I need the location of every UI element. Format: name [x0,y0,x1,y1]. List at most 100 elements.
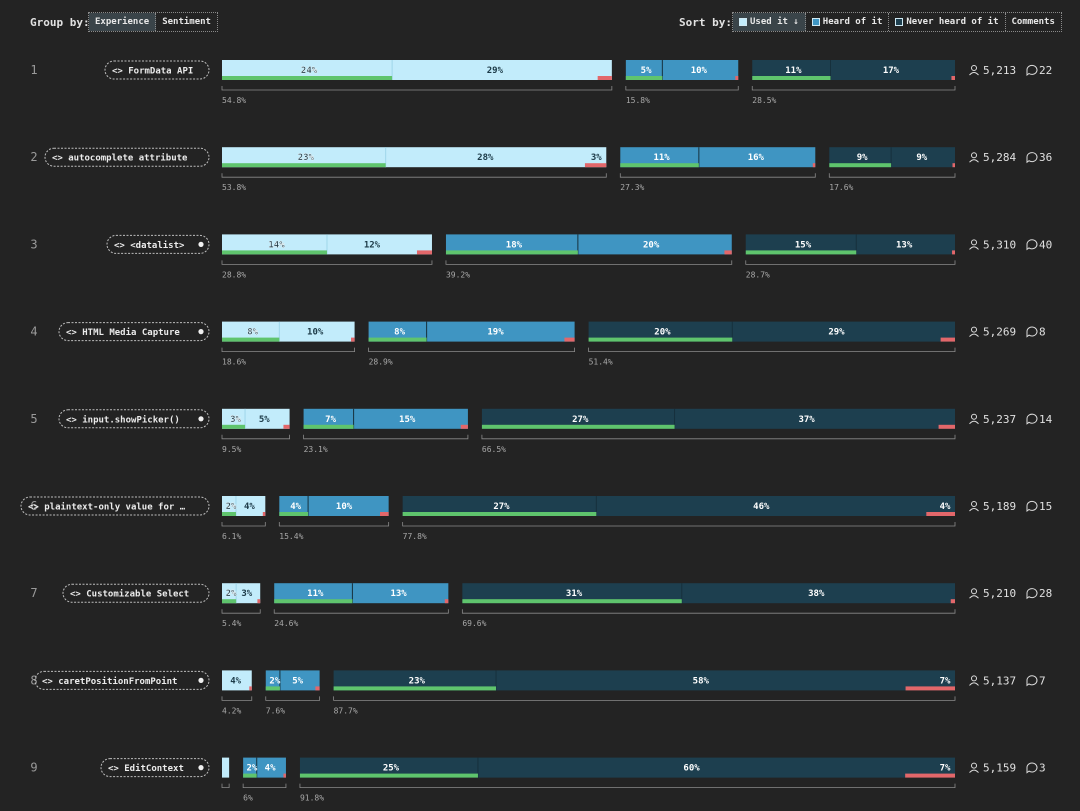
sort-comments-button[interactable]: Comments [1011,17,1055,27]
bar-segment [462,583,955,604]
bar-segment [265,670,320,691]
user-count: 5,310 [983,238,1016,251]
bar-segment [222,147,607,168]
group-bracket [625,86,739,91]
group-total: 77.8% [403,532,427,541]
group-total: 27.3% [620,183,644,192]
positive-percent: 2% [247,764,258,774]
positive-percent: 18% [506,240,523,250]
user-icon [971,413,977,420]
row-rank: 4 [30,325,37,339]
group-bracket [221,86,613,91]
neutral-percent: 4% [244,502,255,512]
group-sentiment-button[interactable]: Sentiment [162,17,211,27]
feature-pill[interactable] [62,583,210,603]
feature-pill[interactable] [20,496,210,516]
bar-segment [279,496,389,516]
negative-bar [938,424,955,429]
negative-bar [262,512,266,516]
feature-pill[interactable] [58,409,210,429]
positive-bar [445,250,578,255]
group-bracket [299,783,956,788]
user-icon-body [969,72,979,76]
user-icon-body [969,595,979,599]
positive-percent: 27% [493,502,510,512]
feature-pill[interactable] [104,60,210,80]
bar-segment [222,408,290,429]
user-icon-body [969,682,979,686]
user-icon-body [969,508,979,512]
row-rank: 5 [30,412,37,426]
group-bracket [751,86,956,91]
positive-percent: 2% [269,676,280,686]
feature-name: <> <datalist> [114,240,185,251]
user-count: 5,210 [983,587,1016,600]
user-icon-body [969,159,979,163]
positive-bar [299,773,478,778]
sort-heard-button[interactable]: Heard of it [806,13,890,31]
neutral-percent: 4% [265,764,276,774]
row-rank: 9 [30,761,37,775]
neutral-percent: 37% [798,415,815,425]
feature-pill[interactable] [100,758,210,778]
group-bracket [221,522,266,527]
feature-name: <> autocomplete attribute [52,153,188,164]
positive-bar [625,76,663,80]
positive-bar [368,337,427,342]
bar-segment [625,60,739,80]
feature-pill[interactable] [34,670,210,690]
positive-bar [265,686,280,691]
group-total: 54.8% [222,96,246,105]
row-rank: 1 [30,63,37,77]
positive-bar [222,512,236,516]
positive-percent: 5% [641,66,652,76]
bar-segment [752,60,955,80]
negative-bar [812,163,816,168]
positive-bar [222,76,393,80]
group-bracket [221,173,607,178]
status-dot-icon [198,241,204,247]
bar-segment [222,321,355,342]
positive-percent: 8% [247,328,258,338]
neutral-percent: 60% [683,764,700,774]
negative-percent: 7% [940,764,951,774]
negative-bar [283,773,286,778]
feature-name: <> plaintext-only value for … [28,502,186,513]
neutral-percent: 19% [487,328,504,338]
bar-segment [222,670,252,691]
feature-pill[interactable] [106,234,210,254]
group-total: 69.6% [462,619,486,628]
neutral-percent: 16% [748,153,765,163]
user-count: 5,137 [983,674,1016,687]
bar-segment [303,408,468,429]
user-count: 5,213 [983,64,1016,77]
comment-count: 28 [1039,587,1052,600]
bar-segment [222,496,266,516]
bar-segment [588,321,955,342]
positive-percent: 14% [268,240,285,250]
comment-icon [1026,500,1038,512]
sort-never-button[interactable]: Never heard of it [889,13,1006,31]
group-total: 18.6% [222,358,246,367]
group-bracket [221,783,230,788]
heard-swatch-icon [811,18,820,26]
bar-segment [368,321,575,342]
negative-bar [951,76,955,80]
positive-percent: 27% [572,415,589,425]
user-count: 5,284 [983,151,1016,164]
positive-percent: 31% [566,589,583,599]
bar-segment [402,496,955,516]
status-dot-icon [198,329,204,335]
group-total: 28.9% [369,358,393,367]
group-total: 66.5% [482,445,506,454]
sort-used-button[interactable]: Used it ↓ [733,13,806,31]
neutral-percent: 46% [753,502,770,512]
feature-pill[interactable] [58,322,210,342]
group-total: 87.7% [334,706,358,715]
group-bracket [368,347,575,352]
feature-pill[interactable] [44,147,210,167]
group-bracket [221,260,433,265]
user-icon-body [969,246,979,250]
group-experience-button[interactable]: Experience [89,13,157,31]
status-dot-icon [198,765,204,771]
